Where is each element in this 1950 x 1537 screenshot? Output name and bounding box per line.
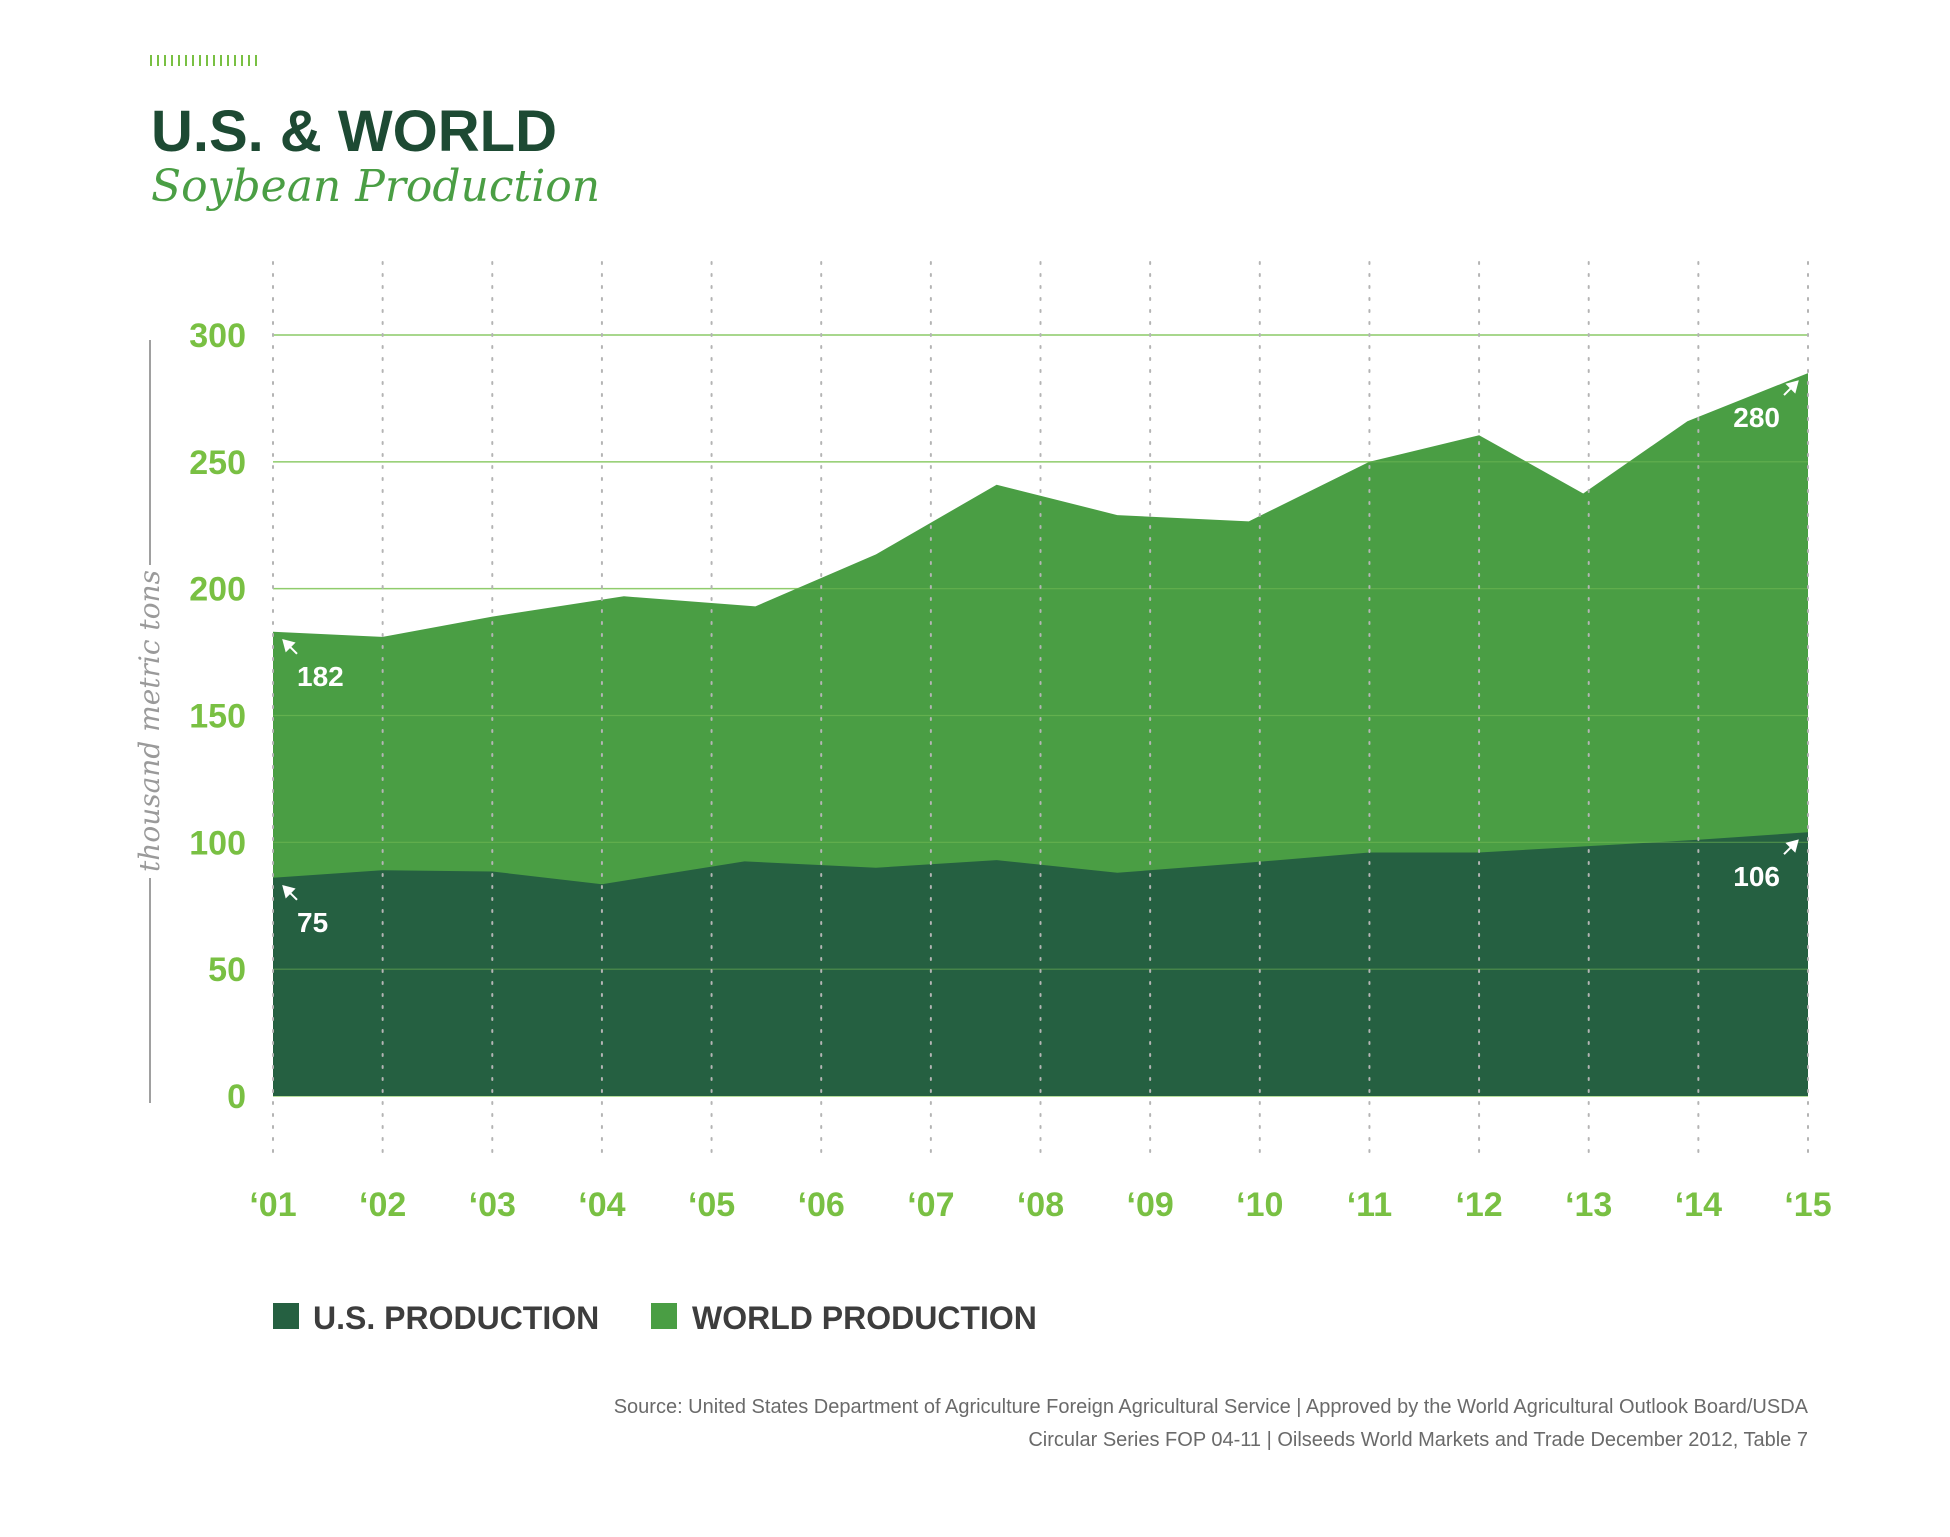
y-tick-label: 300 — [189, 317, 246, 355]
annotation-arrow-head — [282, 638, 296, 653]
data-annotation: 280 — [1733, 380, 1799, 433]
annotation-label: 75 — [297, 907, 328, 938]
x-tick-label: ‘04 — [578, 1186, 625, 1224]
x-tick-label: ‘15 — [1784, 1186, 1831, 1224]
x-tick-label: ‘14 — [1675, 1186, 1722, 1224]
data-annotations: 182 75 280 106 — [282, 380, 1799, 938]
x-tick-label: ‘12 — [1455, 1186, 1502, 1224]
page-subtitle: Soybean Production — [151, 161, 600, 212]
annotation-arrow-head — [282, 885, 296, 899]
decorative-tick-marks — [150, 55, 257, 66]
y-tick-label: 0 — [227, 1078, 246, 1116]
data-annotation: 182 — [282, 638, 344, 692]
x-tick-label: ‘02 — [359, 1186, 406, 1224]
source-line-1: Source: United States Department of Agri… — [614, 1396, 1809, 1418]
legend-swatch-world — [651, 1303, 677, 1329]
y-axis-title: thousand metric tons — [133, 570, 166, 872]
y-tick-label: 150 — [189, 698, 246, 736]
annotation-label: 280 — [1733, 402, 1780, 433]
legend-label-us: U.S. PRODUCTION — [313, 1300, 599, 1336]
x-tick-label: ‘09 — [1127, 1186, 1174, 1224]
legend-label-world: WORLD PRODUCTION — [692, 1300, 1037, 1336]
x-tick-label: ‘08 — [1017, 1186, 1064, 1224]
y-axis-ticks: 0 50 100 150 200 250 300 — [189, 317, 246, 1116]
x-tick-label: ‘05 — [688, 1186, 735, 1224]
annotation-label: 182 — [297, 661, 344, 692]
x-tick-label: ‘11 — [1347, 1186, 1392, 1224]
y-axis-title-group: thousand metric tons — [133, 340, 166, 1103]
source-line-2: Circular Series FOP 04-11 | Oilseeds Wor… — [1028, 1429, 1808, 1451]
x-tick-label: ‘03 — [469, 1186, 516, 1224]
annotation-label: 106 — [1733, 861, 1780, 892]
plot-areas — [273, 334, 1808, 1097]
legend: U.S. PRODUCTION WORLD PRODUCTION — [273, 1300, 1037, 1336]
annotation-arrow-head — [1785, 839, 1799, 853]
y-tick-label: 50 — [208, 951, 246, 989]
y-tick-label: 200 — [189, 571, 246, 609]
x-tick-label: ‘10 — [1236, 1186, 1283, 1224]
x-tick-label: ‘13 — [1565, 1186, 1612, 1224]
y-tick-label: 100 — [189, 824, 246, 862]
y-tick-label: 250 — [189, 444, 246, 482]
x-axis-ticks: ‘01 ‘02 ‘03 ‘04 ‘05 ‘06 ‘07 ‘08 ‘09 ‘10 ‘11 ‘12 ‘13 ‘… — [249, 1186, 1831, 1224]
legend-swatch-us — [273, 1303, 299, 1329]
data-annotation: 106 — [1733, 839, 1799, 892]
page-title: U.S. & WORLD — [151, 99, 557, 164]
x-tick-label: ‘07 — [907, 1186, 954, 1224]
x-tick-label: ‘06 — [798, 1186, 845, 1224]
x-tick-label: ‘01 — [249, 1186, 296, 1224]
us-production-area — [273, 832, 1808, 1096]
annotation-arrow-head — [1785, 380, 1799, 394]
data-annotation: 75 — [282, 885, 328, 938]
